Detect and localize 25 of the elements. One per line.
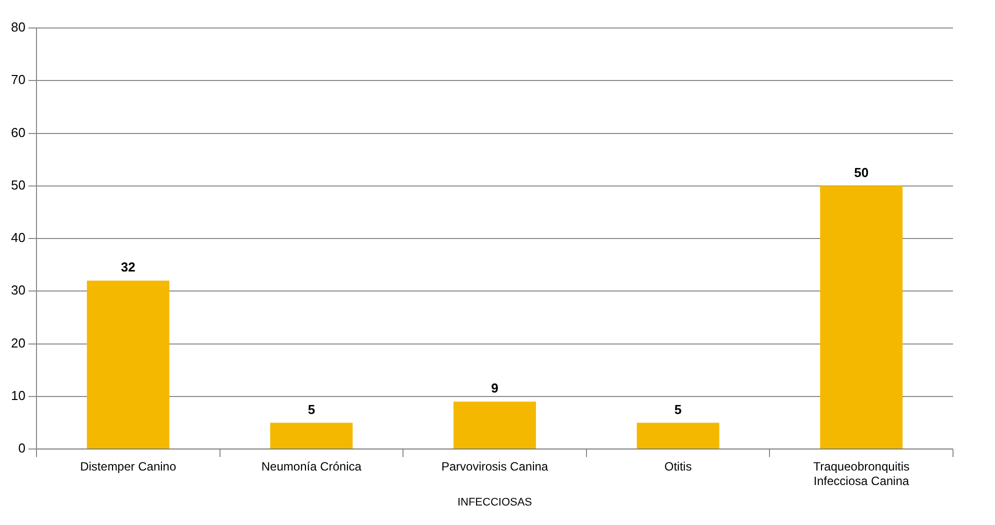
data-label: 9 bbox=[491, 380, 498, 396]
y-tick-label: 70 bbox=[10, 72, 26, 88]
data-label: 5 bbox=[674, 402, 682, 417]
bar bbox=[270, 422, 353, 448]
data-label: 50 bbox=[854, 164, 869, 180]
x-tick-label: Parvovirosis Canina bbox=[441, 460, 548, 474]
y-tick-label: 10 bbox=[10, 388, 26, 403]
bar bbox=[820, 186, 903, 448]
y-tick-label: 20 bbox=[10, 335, 26, 350]
y-tick-label: 40 bbox=[10, 230, 26, 246]
x-tick-label: Otitis bbox=[664, 460, 692, 474]
y-tick-label: 30 bbox=[10, 282, 26, 298]
y-tick-label: 50 bbox=[10, 177, 26, 192]
y-tick-label: 0 bbox=[18, 440, 26, 456]
x-axis-title: INFECCIOSAS bbox=[457, 496, 532, 508]
bar bbox=[636, 422, 720, 448]
y-tick-label: 80 bbox=[10, 20, 26, 35]
x-tick-label: Neumonía Crónica bbox=[261, 460, 362, 474]
y-tick-label: 60 bbox=[10, 124, 26, 140]
x-tick-label: Distemper Canino bbox=[80, 460, 176, 474]
data-label: 5 bbox=[308, 402, 316, 417]
data-label: 32 bbox=[120, 260, 136, 275]
bar bbox=[453, 402, 536, 448]
x-tick-label: Traqueobronquitis Infecciosa Canina bbox=[813, 460, 910, 488]
bar bbox=[86, 280, 170, 448]
